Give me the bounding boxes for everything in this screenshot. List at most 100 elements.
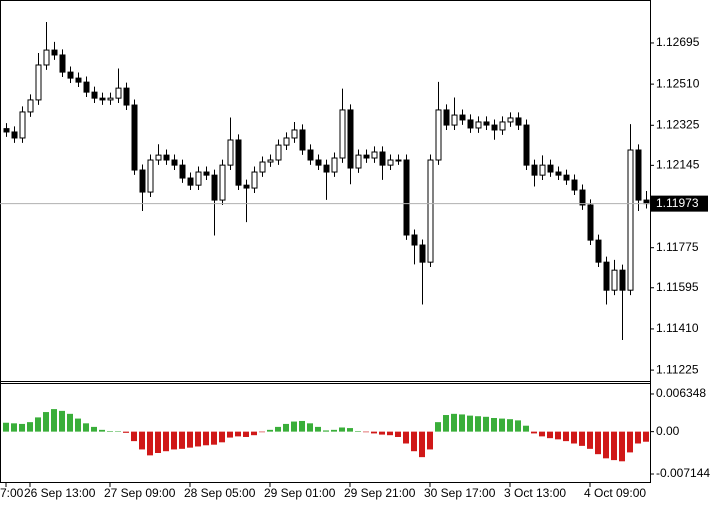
candle-body [603,261,610,291]
histogram-bar [403,431,409,444]
histogram-bar [43,412,49,432]
candle-body [627,149,634,291]
candle-body [587,204,594,241]
histogram-bar [203,431,209,446]
histogram-bar [131,431,137,442]
candle-body [451,114,458,126]
candle-body [507,117,514,123]
candle-body [211,174,218,201]
candle-body [43,49,50,66]
histogram-bar [299,420,305,432]
histogram-bar [267,429,273,432]
y-tick-label: 1.11410 [656,321,699,335]
x-tick-label: 27 Sep 09:00 [104,486,176,500]
x-tick-label: 26 Sep 13:00 [24,486,96,500]
histogram-bar [275,426,281,432]
histogram-bar [27,422,33,432]
histogram-bar [323,430,329,432]
histogram-bar [579,431,585,446]
histogram-bar [355,431,361,432]
candle-body [51,49,58,56]
last-price-box [650,195,708,212]
histogram-bar [107,431,113,432]
histogram-bar [155,431,161,453]
y-tick-label: 1.12325 [656,117,700,131]
candle-body [643,199,650,205]
histogram-bar [339,427,345,432]
candle-body [259,161,266,173]
candle-body [35,64,42,101]
candle-body [83,81,90,93]
histogram-bar [443,415,449,432]
histogram-bar [491,417,497,432]
x-tick-label: 29 Sep 01:00 [264,486,336,500]
histogram-bar [419,431,425,458]
candle-body [115,87,122,99]
candle-body [363,154,370,159]
histogram-bar [3,422,9,432]
candle-body [235,139,242,186]
candle-body [475,121,482,129]
histogram-bar [251,431,257,436]
candle-body [571,179,578,191]
candle-body [275,144,282,161]
histogram-bar [307,423,313,432]
histogram-bar [587,431,593,449]
candle-body [515,117,522,126]
histogram-bar [435,422,441,432]
candle-body [355,154,362,169]
histogram-bar [507,419,513,432]
candle-body [67,71,74,79]
histogram-bar [11,423,17,432]
y-tick-label: 1.12695 [656,35,700,49]
histogram-bar [195,431,201,447]
y-tick-label: 0.00 [656,424,680,438]
candle-body [403,159,410,236]
candle-body [419,244,426,263]
histogram-bar [467,415,473,432]
candle-body [203,171,210,176]
candle-body [187,177,194,186]
histogram-bar [147,431,153,456]
histogram-bar [523,425,529,432]
x-tick-label: 28 Sep 05:00 [184,486,256,500]
histogram-bar [411,431,417,452]
candle-body [59,54,66,73]
candle-body [539,164,546,176]
candle-body [131,104,138,171]
histogram-bar [235,431,241,437]
histogram-bar [227,431,233,438]
candle-body [555,171,562,176]
candle-body [459,114,466,121]
histogram-bar [83,423,89,432]
candle-body [411,234,418,246]
histogram-bar [51,409,57,432]
histogram-bar [75,418,81,432]
candle-body [611,269,618,291]
histogram-bar [483,416,489,432]
histogram-bar [611,431,617,461]
histogram-bar [291,421,297,432]
x-tick-label: 30 Sep 17:00 [424,486,496,500]
last-price-label: 1.11973 [656,196,699,210]
histogram-bar [331,429,337,432]
candle-body [307,149,314,161]
y-tick-label: -0.007144 [656,466,710,480]
histogram-bar [315,426,321,432]
histogram-bar [283,423,289,432]
candle-body [251,171,258,189]
histogram-bar [219,431,225,443]
histogram-bar [19,423,25,432]
candle-body [635,149,642,201]
candle-body [27,99,34,113]
x-tick-label: 3 Oct 13:00 [504,486,566,500]
candle-body [467,119,474,129]
histogram-bar [91,426,97,432]
histogram-bar [603,431,609,459]
candle-body [3,128,10,133]
candle-body [523,124,530,166]
candle-body [427,159,434,263]
histogram-bar [67,413,73,432]
candle-body [579,189,586,206]
